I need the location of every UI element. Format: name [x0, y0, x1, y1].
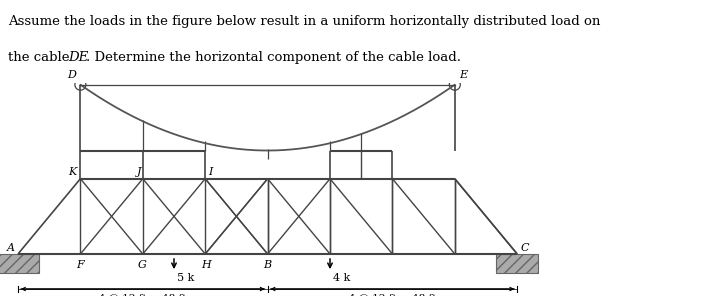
Text: 5 k: 5 k	[177, 273, 194, 283]
Text: A: A	[7, 243, 15, 253]
Text: K: K	[68, 167, 76, 177]
Text: the cable: the cable	[8, 52, 74, 65]
Bar	[496, 254, 538, 273]
Text: F: F	[76, 260, 84, 270]
Text: J: J	[137, 167, 142, 177]
Text: C: C	[520, 243, 529, 253]
Bar	[0, 254, 39, 273]
Text: B: B	[264, 260, 272, 270]
Text: −4 @ 12 ft = 48 ft−: −4 @ 12 ft = 48 ft−	[340, 293, 445, 296]
Text: H: H	[201, 260, 211, 270]
Text: E: E	[458, 70, 467, 80]
Text: . Determine the horizontal component of the cable load.: . Determine the horizontal component of …	[86, 52, 461, 65]
Text: D: D	[67, 70, 76, 80]
Text: G: G	[137, 260, 147, 270]
Text: −4 @ 12 ft = 48 ft−: −4 @ 12 ft = 48 ft−	[90, 293, 196, 296]
Text: DE: DE	[69, 52, 89, 65]
Text: I: I	[208, 167, 212, 177]
Text: 4 k: 4 k	[333, 273, 350, 283]
Text: Assume the loads in the figure below result in a uniform horizontally distribute: Assume the loads in the figure below res…	[8, 15, 601, 28]
